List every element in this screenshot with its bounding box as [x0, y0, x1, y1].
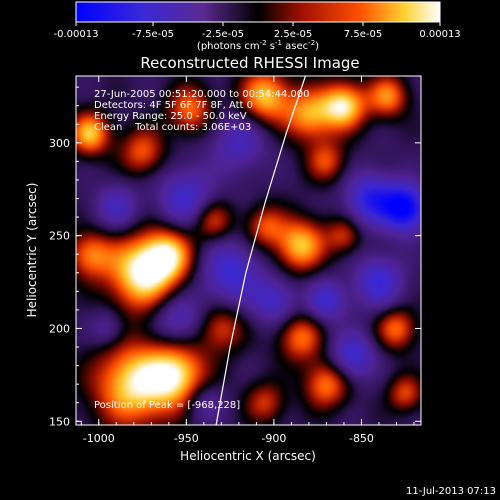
colorbar-unit-part: -2: [308, 39, 315, 47]
x-tick-label: -850: [349, 432, 374, 445]
annotation-energy-range: Energy Range: 25.0 - 50.0 keV: [94, 111, 247, 122]
chart-title: Reconstructed RHESSI Image: [140, 54, 359, 72]
x-axis-label: Heliocentric X (arcsec): [180, 449, 316, 463]
colorbar-tick-label: 7.5e-05: [344, 29, 382, 40]
y-tick-label: 300: [49, 137, 70, 150]
colorbar-unit-part: s: [267, 41, 275, 52]
y-axis-ticks: 150 200 250 300: [49, 86, 421, 428]
colorbar-unit-part: asec: [282, 41, 308, 52]
colorbar-tick-label: 0.00013: [419, 29, 460, 40]
colorbar: [75, 1, 441, 23]
annotation-time-range: 27-Jun-2005 00:51:20.000 to 00:54:44.000: [94, 89, 310, 100]
annotation-detectors: Detectors: 4F 5F 6F 7F 8F, Att 0: [94, 100, 253, 111]
colorbar-unit-part: -2: [260, 39, 267, 47]
solar-limb-curve: [215, 76, 306, 425]
colorbar-unit-part: (photons cm: [197, 41, 260, 52]
colorbar-unit-part: ): [315, 41, 319, 52]
y-tick-label: 250: [49, 230, 70, 243]
x-tick-label: -900: [261, 432, 286, 445]
colorbar-unit-label: (photons cm-2 s-1 asec-2): [197, 39, 319, 52]
colorbar-tick-label: -0.00013: [54, 29, 99, 40]
x-tick-label: -950: [174, 432, 199, 445]
x-tick-label: -1000: [83, 432, 115, 445]
heatmap-image: [76, 76, 421, 425]
plot-frame: [75, 75, 422, 426]
y-tick-label: 150: [49, 415, 70, 428]
x-axis-ticks: -1000 -950 -900 -850: [80, 76, 415, 445]
peak-position-label: Position of Peak = [-968,228]: [94, 400, 240, 411]
y-axis-label: Heliocentric Y (arcsec): [25, 183, 39, 318]
colorbar-unit-part: -1: [275, 39, 282, 47]
colorbar-ticks: [75, 22, 441, 26]
colorbar-tick-label: 2.5e-05: [274, 29, 312, 40]
colorbar-tick-labels: -0.00013 -7.5e-05 -2.5e-05 2.5e-05 7.5e-05 0.…: [54, 29, 461, 40]
colorbar-tick-label: -2.5e-05: [202, 29, 244, 40]
plot-area: [75, 75, 422, 426]
annotation-clean-counts: Clean Total counts: 3.06E+03: [94, 122, 251, 133]
y-tick-label: 200: [49, 322, 70, 335]
colorbar-tick-label: -7.5e-05: [132, 29, 174, 40]
generation-timestamp: 11-Jul-2013 07:13: [406, 486, 496, 497]
